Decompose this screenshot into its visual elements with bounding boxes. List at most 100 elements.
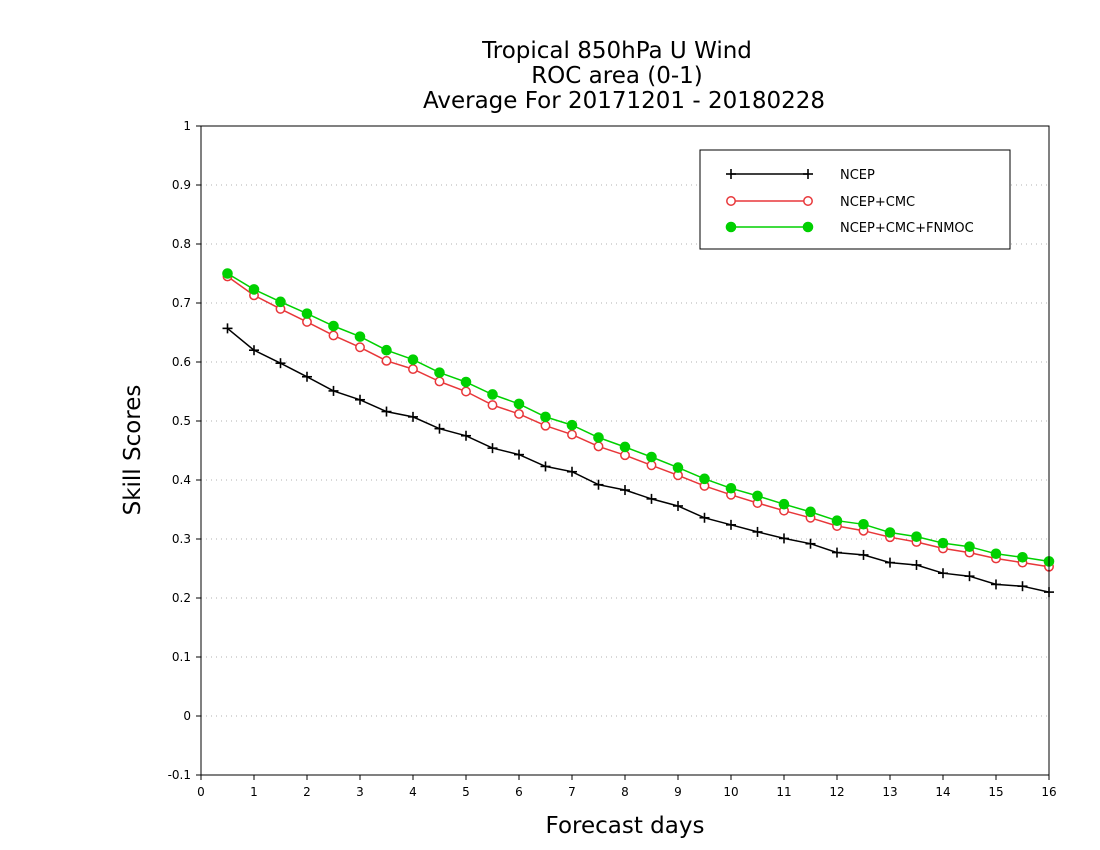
data-point xyxy=(964,571,975,582)
data-point xyxy=(275,296,286,308)
data-point xyxy=(328,320,339,332)
data-point xyxy=(461,386,471,397)
data-point xyxy=(487,389,498,400)
legend: NCEP NCEP+CMC NCEP+CMC+FNMOC xyxy=(699,149,1011,250)
y-tick-label: 0 xyxy=(183,709,191,723)
data-point xyxy=(1017,551,1028,563)
data-point xyxy=(990,548,1002,560)
data-point xyxy=(355,342,365,353)
data-point xyxy=(832,547,842,558)
data-point xyxy=(646,460,657,471)
x-tick-label: 11 xyxy=(776,785,791,799)
legend-marker xyxy=(726,196,736,206)
x-tick-label: 6 xyxy=(515,785,523,799)
y-tick-label: 0.4 xyxy=(172,473,191,487)
data-point xyxy=(619,441,631,453)
data-point xyxy=(408,411,418,422)
data-point xyxy=(726,519,736,530)
y-tick-label: 0.8 xyxy=(172,237,191,251)
x-tick-label: 5 xyxy=(462,785,470,799)
data-point xyxy=(752,490,763,502)
data-point xyxy=(460,376,472,388)
data-point xyxy=(540,411,551,423)
x-tick-label: 12 xyxy=(829,785,844,799)
y-tick-label: 1 xyxy=(183,119,191,133)
data-point xyxy=(699,473,710,485)
data-point xyxy=(566,419,578,431)
data-point xyxy=(1017,581,1028,592)
y-tick-label: 0.2 xyxy=(172,591,191,605)
x-tick-label: 9 xyxy=(674,785,682,799)
x-tick-label: 2 xyxy=(303,785,311,799)
chart-title-line-2: ROC area (0-1) xyxy=(531,63,703,89)
y-tick-label: 0.7 xyxy=(172,296,191,310)
data-point xyxy=(407,354,419,365)
data-point xyxy=(249,345,259,356)
data-point xyxy=(964,541,975,552)
data-point xyxy=(222,268,233,279)
data-point xyxy=(673,500,683,511)
x-tick-label: 10 xyxy=(723,785,738,799)
x-tick-label: 8 xyxy=(621,785,629,799)
data-point xyxy=(408,364,418,375)
y-axis-ticks: -0.1 0 0.1 0.2 0.3 0.4 0.5 0.6 0.7 0.8 0.9 1 xyxy=(168,119,201,782)
data-point xyxy=(487,400,498,411)
y-tick-label: 0.9 xyxy=(172,178,191,192)
data-point xyxy=(567,429,577,440)
data-point xyxy=(381,406,392,417)
legend-marker xyxy=(803,196,813,206)
data-point xyxy=(937,537,949,549)
legend-marker xyxy=(802,221,814,233)
data-point xyxy=(328,330,339,341)
data-point xyxy=(513,398,525,410)
data-point xyxy=(620,485,630,496)
data-point xyxy=(593,441,604,452)
data-point xyxy=(593,479,604,490)
plot-area-frame xyxy=(200,125,1050,776)
y-tick-label: 0.6 xyxy=(172,355,191,369)
data-point xyxy=(355,394,365,405)
legend-box xyxy=(699,149,1011,250)
data-point xyxy=(461,430,471,441)
data-point xyxy=(222,323,233,334)
data-point xyxy=(275,358,286,369)
data-point xyxy=(354,331,366,342)
data-point xyxy=(725,482,737,494)
data-point xyxy=(328,385,339,396)
x-tick-label: 14 xyxy=(935,785,950,799)
y-tick-label: 0.3 xyxy=(172,532,191,546)
data-point xyxy=(540,461,551,472)
data-point xyxy=(434,376,445,387)
x-axis-ticks: 0 1 2 3 4 5 6 7 8 9 10 11 12 13 14 15 16 xyxy=(197,775,1057,799)
y-axis-label: Skill Scores xyxy=(120,385,146,516)
legend-marker xyxy=(803,169,813,179)
chart-title-line-3: Average For 20171201 - 20180228 xyxy=(423,88,825,114)
x-tick-label: 13 xyxy=(882,785,897,799)
data-point xyxy=(884,527,896,538)
chart-title-line-1: Tropical 850hPa U Wind xyxy=(481,38,752,64)
x-tick-label: 16 xyxy=(1041,785,1056,799)
x-axis-label: Forecast days xyxy=(546,813,705,839)
legend-marker xyxy=(725,221,737,233)
y-tick-label: -0.1 xyxy=(168,768,191,782)
data-point xyxy=(699,512,710,523)
legend-label: NCEP xyxy=(840,168,875,183)
data-point xyxy=(885,557,895,568)
data-point xyxy=(540,420,551,431)
data-point xyxy=(487,443,498,454)
data-point xyxy=(911,559,922,570)
data-point xyxy=(381,355,392,366)
x-tick-label: 15 xyxy=(988,785,1003,799)
legend-label: NCEP+CMC xyxy=(840,195,915,210)
data-point xyxy=(991,579,1001,590)
data-point xyxy=(778,498,790,510)
data-point xyxy=(858,549,869,560)
data-point xyxy=(938,568,948,579)
data-point xyxy=(301,308,313,319)
x-tick-label: 4 xyxy=(409,785,417,799)
data-point xyxy=(805,506,816,518)
data-point xyxy=(302,371,312,382)
plot-series xyxy=(222,268,1055,598)
data-point xyxy=(593,432,604,443)
